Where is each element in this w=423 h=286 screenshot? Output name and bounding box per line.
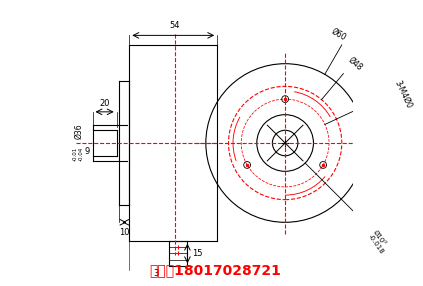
Text: 手机：18017028721: 手机：18017028721 (149, 263, 281, 277)
Text: 54: 54 (170, 21, 180, 30)
Text: -0.01
-0.04: -0.01 -0.04 (73, 147, 83, 162)
Text: Ø36: Ø36 (74, 124, 83, 140)
Text: 3-M4Ø0: 3-M4Ø0 (393, 78, 414, 109)
Text: Ø60: Ø60 (330, 26, 348, 42)
Text: 9: 9 (85, 147, 90, 156)
Text: 15: 15 (192, 249, 202, 258)
Text: Ø10⁰
-0.018: Ø10⁰ -0.018 (367, 229, 390, 255)
Text: 3: 3 (154, 269, 159, 278)
Text: Ø48: Ø48 (346, 55, 364, 72)
Text: 20: 20 (99, 99, 110, 108)
Text: 10: 10 (119, 228, 129, 237)
